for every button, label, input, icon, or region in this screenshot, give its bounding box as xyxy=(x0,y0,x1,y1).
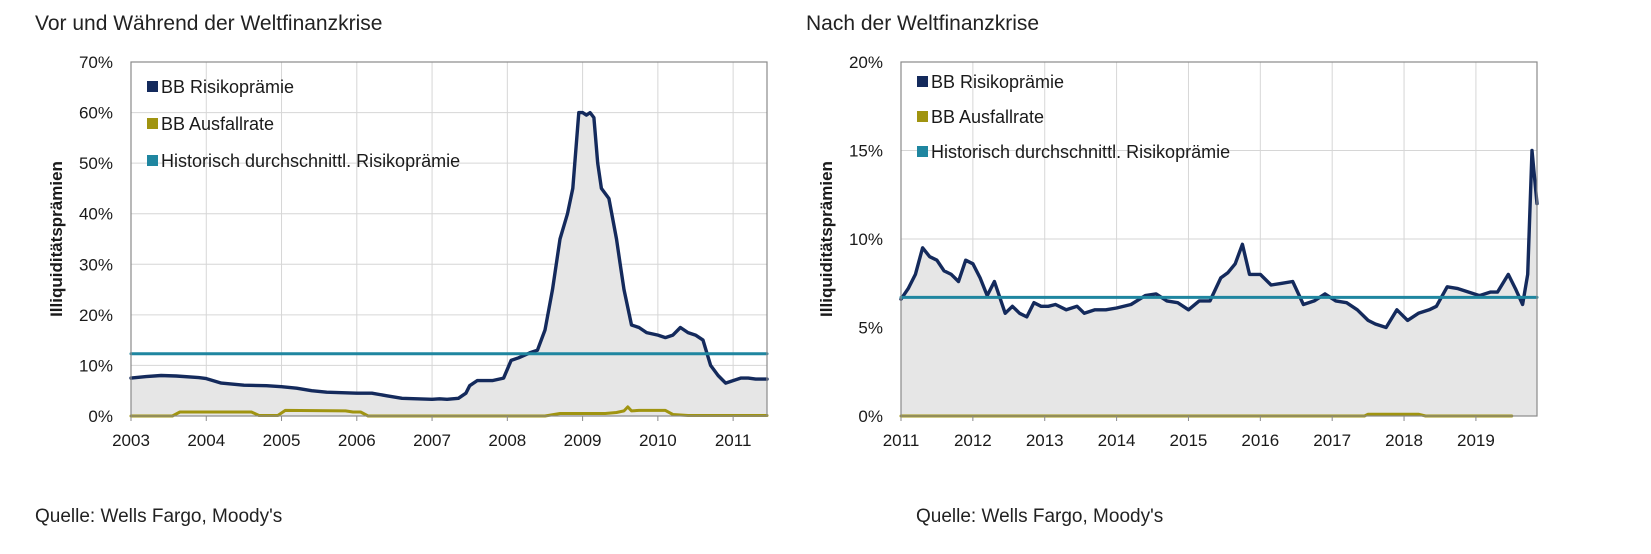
left-y-axis-title: Illiquiditätsprämien xyxy=(47,161,66,317)
left-chart: 2003 2004 2005 2006 2007 2008 2009 2010 2011 0% 10… xyxy=(47,53,769,450)
right-series-line-0 xyxy=(899,148,1539,330)
left-legend-swatch xyxy=(147,118,158,129)
left-plot-frame xyxy=(130,61,768,417)
left-ytick-label: 20% xyxy=(79,306,113,325)
right-y-axis-title: Illiquiditätsprämien xyxy=(817,161,836,317)
left-xtick-label: 2011 xyxy=(715,431,752,450)
left-xtick-label: 2003 xyxy=(112,431,150,450)
left-legend-swatch xyxy=(147,81,158,92)
right-xtick-label: 2018 xyxy=(1385,431,1423,450)
right-plot-frame xyxy=(900,61,1538,417)
left-xtick-label: 2009 xyxy=(564,431,602,450)
left-xtick-label: 2004 xyxy=(187,431,225,450)
right-legend-label: BB Ausfallrate xyxy=(931,107,1044,127)
left-series-area-0 xyxy=(131,112,767,416)
left-legend-label: BB Ausfallrate xyxy=(161,114,274,134)
right-legend-swatch xyxy=(917,111,928,122)
right-legend-label: Historisch durchschnittl. Risikoprämie xyxy=(931,142,1230,162)
left-legend: BB Risikoprämie BB Ausfallrate Historisch … xyxy=(147,77,460,171)
right-ytick-label: 10% xyxy=(849,230,883,249)
right-chart: 2011 2012 2013 2014 2015 2016 2017 2018 2019 0% 5%… xyxy=(817,53,1539,450)
left-ytick-label: 50% xyxy=(79,154,113,173)
left-ytick-label: 30% xyxy=(79,255,113,274)
right-xtick-label: 2011 xyxy=(883,431,920,450)
right-ytick-label: 15% xyxy=(849,142,883,161)
right-chart-title: Nach der Weltfinanzkrise xyxy=(806,12,1040,35)
left-legend-label: BB Risikoprämie xyxy=(161,77,294,97)
right-xtick-label: 2012 xyxy=(954,431,992,450)
left-series-line-0 xyxy=(129,110,769,401)
left-ytick-label: 40% xyxy=(79,205,113,224)
right-legend-swatch xyxy=(917,146,928,157)
right-xtick-label: 2019 xyxy=(1457,431,1495,450)
left-legend-label: Historisch durchschnittl. Risikoprämie xyxy=(161,151,460,171)
right-ytick-label: 0% xyxy=(858,407,883,426)
left-ytick-label: 70% xyxy=(79,53,113,72)
right-legend-label: BB Risikoprämie xyxy=(931,72,1064,92)
right-legend: BB Risikoprämie BB Ausfallrate Historisch … xyxy=(917,72,1230,162)
right-xtick-label: 2015 xyxy=(1170,431,1208,450)
right-xtick-label: 2017 xyxy=(1313,431,1351,450)
right-ytick-label: 5% xyxy=(858,319,883,338)
right-legend-swatch xyxy=(917,76,928,87)
left-xtick-label: 2010 xyxy=(639,431,677,450)
left-xtick-label: 2008 xyxy=(488,431,526,450)
left-xtick-label: 2007 xyxy=(413,431,451,450)
right-xtick-label: 2016 xyxy=(1241,431,1279,450)
right-xtick-label: 2013 xyxy=(1026,431,1064,450)
left-ytick-label: 10% xyxy=(79,356,113,375)
left-ytick-label: 0% xyxy=(88,407,113,426)
left-legend-swatch xyxy=(147,155,158,166)
left-source-note: Quelle: Wells Fargo, Moody's xyxy=(35,506,283,527)
left-xtick-label: 2005 xyxy=(263,431,301,450)
right-xtick-label: 2014 xyxy=(1098,431,1136,450)
right-source-note: Quelle: Wells Fargo, Moody's xyxy=(916,506,1164,527)
left-ytick-label: 60% xyxy=(79,104,113,123)
left-xtick-label: 2006 xyxy=(338,431,376,450)
right-ytick-label: 20% xyxy=(849,53,883,72)
left-chart-title: Vor und Während der Weltfinanzkrise xyxy=(35,12,383,35)
